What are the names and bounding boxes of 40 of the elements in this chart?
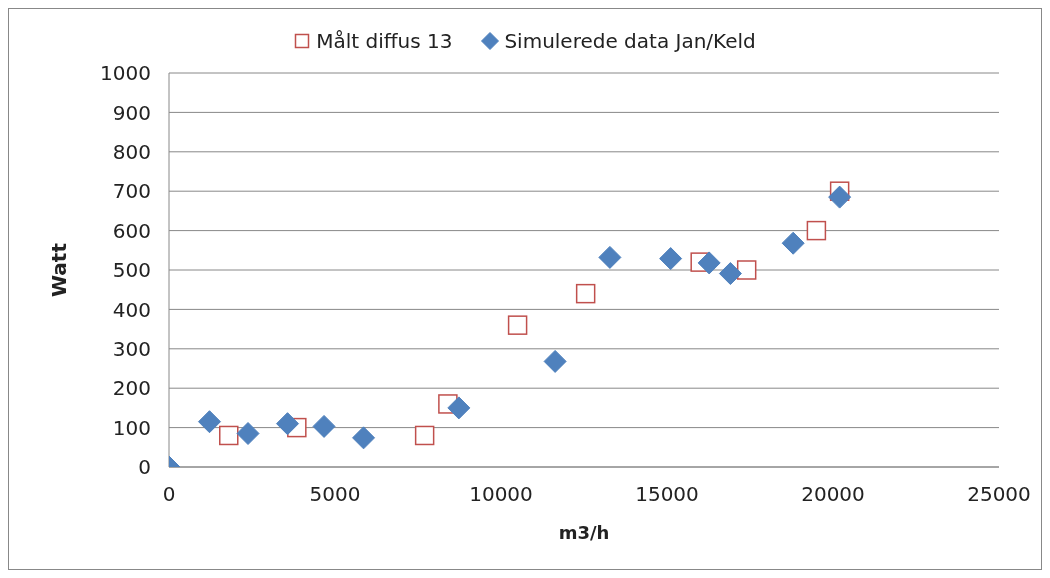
point — [736, 260, 757, 280]
y-tick-label: 100 — [112, 415, 151, 440]
y-tick-label: 800 — [112, 139, 151, 164]
y-tick-label: 600 — [112, 218, 151, 243]
point — [697, 251, 721, 275]
point — [198, 410, 221, 434]
point — [352, 426, 376, 450]
y-tick-label: 0 — [138, 455, 151, 480]
y-axis-title: Watt — [47, 242, 72, 297]
y-tick-label: 300 — [112, 336, 151, 361]
point — [828, 185, 852, 209]
y-tick-label: 500 — [112, 258, 151, 283]
point — [236, 422, 260, 446]
x-tick-label: 20000 — [801, 482, 865, 507]
point — [718, 262, 742, 286]
x-tick-label: 0 — [162, 482, 176, 507]
point — [219, 425, 239, 446]
y-tick-label: 700 — [112, 179, 151, 204]
y-tick-label: 200 — [112, 376, 151, 401]
x-tick-label: 5000 — [309, 482, 361, 507]
point — [312, 414, 336, 438]
point — [659, 247, 683, 271]
point — [806, 220, 827, 241]
x-tick-label: 15000 — [635, 482, 699, 507]
point — [543, 349, 567, 373]
point — [447, 396, 471, 420]
point — [781, 231, 805, 255]
legend-label: Simulerede data Jan/Keld — [503, 29, 756, 53]
point — [575, 283, 596, 304]
point — [276, 412, 300, 436]
point — [507, 315, 528, 335]
x-axis-title: m3/h — [558, 522, 610, 543]
x-tick-label: 10000 — [469, 482, 533, 507]
y-tick-label: 400 — [112, 297, 151, 322]
x-tick-label: 25000 — [967, 482, 1031, 507]
legend-label: Målt diffus 13 — [315, 29, 453, 53]
y-tick-label: 1000 — [100, 61, 151, 86]
point — [414, 425, 435, 446]
y-tick-label: 900 — [112, 100, 151, 125]
point — [598, 245, 622, 269]
